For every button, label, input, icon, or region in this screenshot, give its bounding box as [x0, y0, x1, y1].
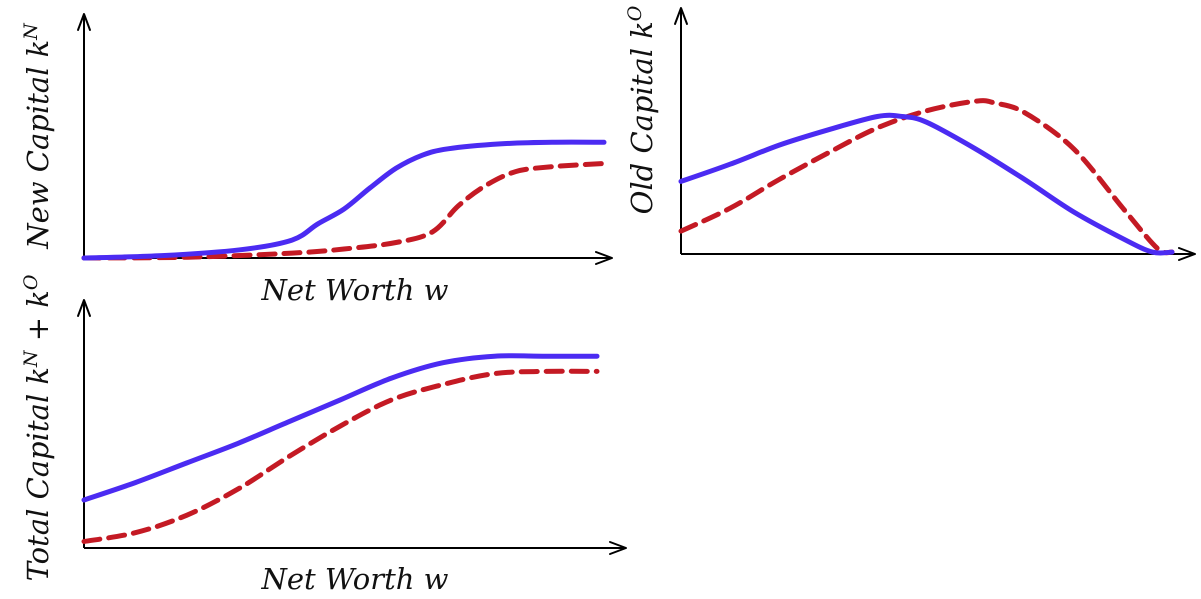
y-axis-label: Total Capital kN + kO — [20, 274, 55, 581]
series-solid-line — [81, 353, 600, 503]
series-dashed-line — [678, 98, 1175, 256]
panel-2: Old Capital kO — [624, 5, 1196, 261]
y-axis-label: Old Capital kO — [624, 5, 659, 214]
series-solid-line — [81, 139, 607, 261]
series-solid-line — [678, 112, 1175, 256]
y-axis-arrow-icon — [77, 13, 91, 31]
y-axis-label: New Capital kN — [20, 22, 55, 250]
y-axis-arrow-icon — [674, 7, 688, 25]
x-axis-label: Net Worth w — [261, 273, 449, 307]
series-dashed-line — [81, 161, 607, 261]
x-axis-arrow-icon — [609, 541, 627, 555]
x-axis-arrow-icon — [1178, 247, 1196, 261]
panel-1: Net Worth w New Capital kN — [20, 13, 613, 307]
y-axis-arrow-icon — [77, 299, 91, 317]
x-axis-arrow-icon — [595, 251, 613, 265]
x-axis-label: Net Worth w — [261, 562, 449, 596]
panel-3: Net Worth w Total Capital kN + kO — [20, 274, 627, 596]
series-dashed-line — [81, 368, 600, 544]
